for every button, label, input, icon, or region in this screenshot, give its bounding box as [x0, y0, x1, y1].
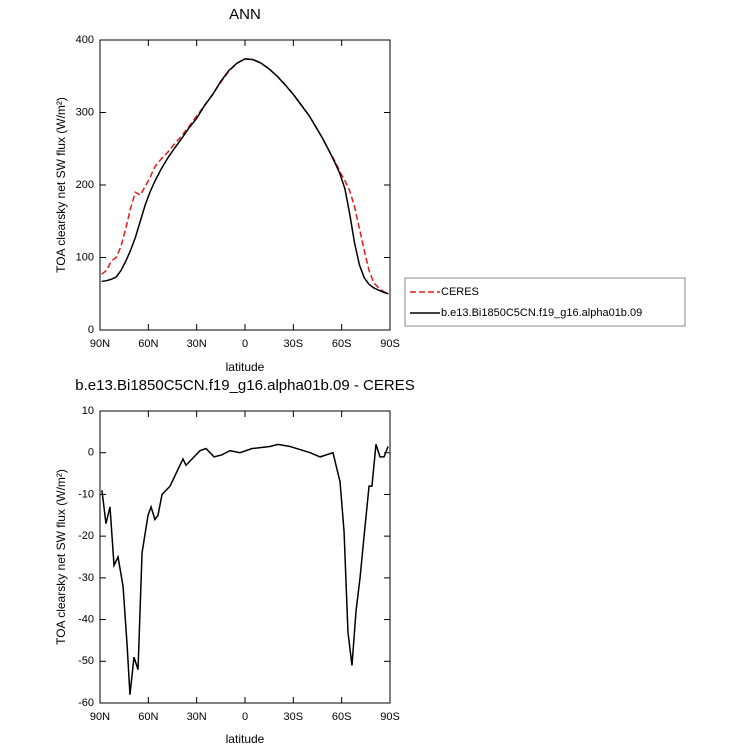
y-axis-label: TOA clearsky net SW flux (W/m²) — [54, 469, 68, 645]
y-tick-label: -60 — [78, 697, 94, 709]
y-tick-label: 100 — [76, 251, 94, 263]
x-axis-label: latitude — [226, 732, 265, 746]
x-tick-label: 60S — [332, 711, 352, 723]
x-tick-label: 90S — [380, 711, 400, 723]
y-tick-label: 400 — [76, 34, 94, 46]
x-tick-label: 0 — [242, 711, 248, 723]
y-tick-label: -50 — [78, 655, 94, 667]
x-tick-label: 60N — [138, 338, 158, 350]
y-tick-label: 200 — [76, 179, 94, 191]
x-tick-label: 90N — [90, 338, 110, 350]
y-axis-label: TOA clearsky net SW flux (W/m²) — [54, 97, 68, 273]
x-tick-label: 90S — [380, 338, 400, 350]
data-line — [101, 58, 389, 295]
legend-label: CERES — [441, 286, 479, 298]
x-tick-label: 30S — [284, 338, 304, 350]
chart-title: ANN — [229, 6, 261, 23]
y-tick-label: 0 — [88, 324, 94, 336]
data-line — [101, 58, 389, 295]
y-tick-label: 300 — [76, 106, 94, 118]
plot-frame — [99, 39, 391, 331]
y-tick-label: -20 — [78, 530, 94, 542]
y-tick-label: -10 — [78, 488, 94, 500]
x-axis-label: latitude — [226, 360, 265, 374]
x-tick-label: 30S — [284, 711, 304, 723]
x-tick-label: 60S — [332, 338, 352, 350]
x-tick-label: 90N — [90, 711, 110, 723]
y-tick-label: 10 — [82, 405, 94, 417]
plot-frame — [99, 410, 391, 704]
data-line — [101, 443, 389, 695]
chart-title: b.e13.Bi1850C5CN.f19_g16.alpha01b.09 - C… — [75, 377, 414, 394]
y-tick-label: -30 — [78, 572, 94, 584]
legend-label: b.e13.Bi1850C5CN.f19_g16.alpha01b.09 — [441, 307, 642, 319]
x-tick-label: 0 — [242, 338, 248, 350]
x-tick-label: 30N — [187, 711, 207, 723]
y-tick-label: -40 — [78, 613, 94, 625]
y-tick-label: 0 — [88, 447, 94, 459]
legend-box — [404, 277, 686, 327]
x-tick-label: 30N — [187, 338, 207, 350]
x-tick-label: 60N — [138, 711, 158, 723]
